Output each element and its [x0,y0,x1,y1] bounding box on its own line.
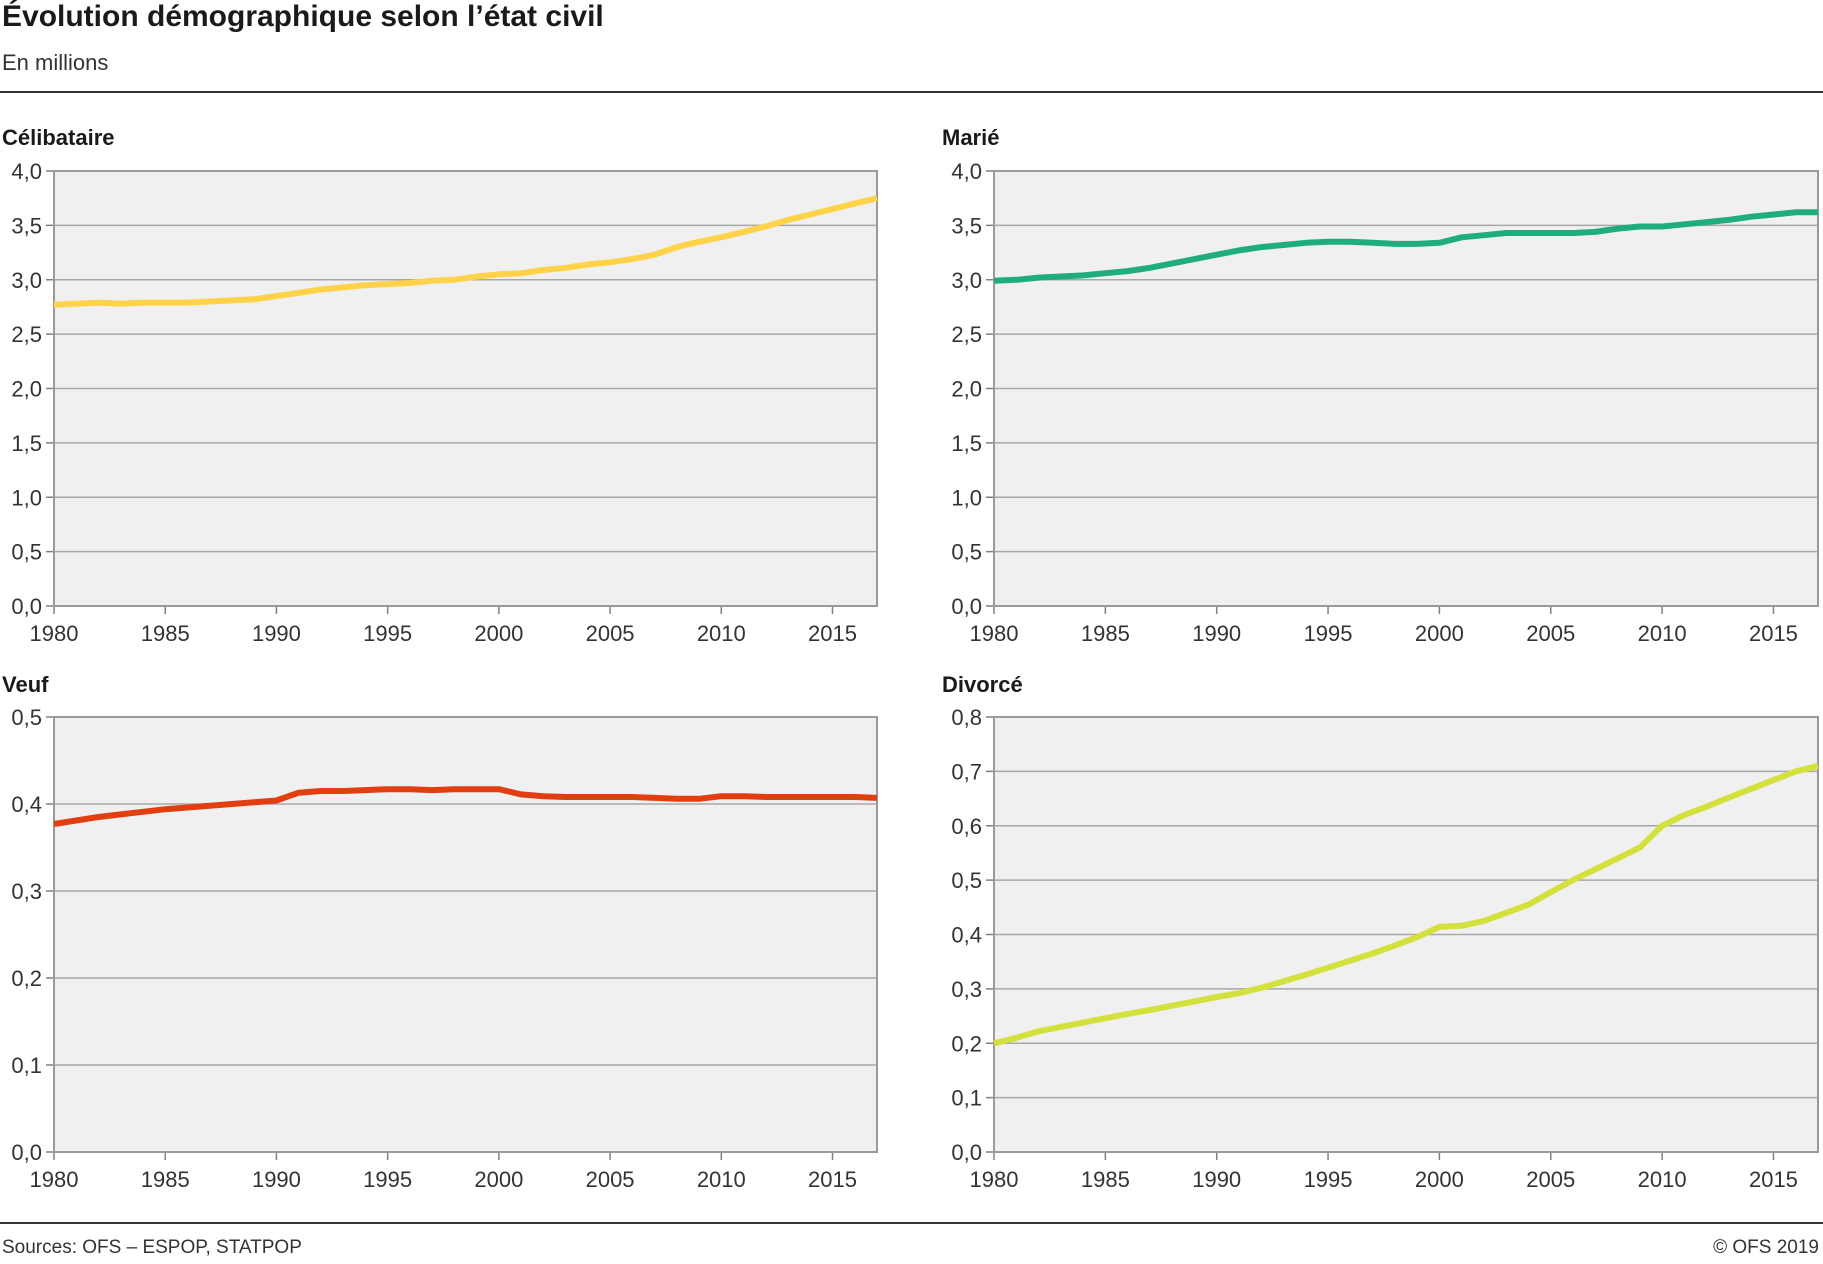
plot-area [54,717,877,1152]
x-tick-label: 1995 [1304,621,1353,646]
panel-1: Célibataire 0,0 0,5 1,0 1,5 2,0 2,5 3,0 3,5 4,0 19… [2,125,878,646]
y-tick-label: 0,1 [951,1086,982,1111]
y-tick-label: 2,0 [951,377,982,402]
y-tick-label: 0,3 [951,977,982,1002]
x-tick-label: 1985 [1081,621,1130,646]
y-tick-label: 0,3 [11,879,42,904]
x-tick-label: 1990 [252,621,301,646]
y-tick-label: 3,5 [11,213,42,238]
y-tick-label: 0,1 [11,1053,42,1078]
panel-title: Veuf [2,672,49,697]
y-tick-label: 0,0 [11,594,42,619]
x-tick-label: 2005 [1526,621,1575,646]
plot-frame [53,170,878,607]
x-tick-label: 2010 [1638,1167,1687,1192]
y-tick-label: 4,0 [11,159,42,184]
series-line [53,786,878,827]
y-tick-label: 0,7 [951,759,982,784]
x-tick-label: 2010 [697,1167,746,1192]
y-tick-label: 0,2 [11,966,42,991]
plot-frame [53,716,878,1153]
y-tick-label: 0,5 [951,540,982,565]
x-tick-label: 1980 [30,621,79,646]
y-tick-label: 1,0 [11,485,42,510]
x-tick-label: 2000 [474,621,523,646]
x-tick-label: 1985 [1081,1167,1130,1192]
y-tick-label: 0,2 [951,1031,982,1056]
y-tick-label: 3,0 [11,268,42,293]
y-tick-label: 0,0 [11,1140,42,1165]
y-tick-label: 3,5 [951,213,982,238]
x-tick-label: 1990 [252,1167,301,1192]
panel-2: Marié 0,0 0,5 1,0 1,5 2,0 2,5 3,0 3,5 4,0 1980 1985… [942,125,1819,646]
panel-4: Divorcé 0,0 0,1 0,2 0,3 0,4 0,5 0,6 0,7 0,8 1980 19… [942,672,1819,1192]
x-tick-label: 2010 [697,621,746,646]
y-tick-label: 0,5 [11,705,42,730]
y-tick-label: 2,0 [11,377,42,402]
y-tick-label: 2,5 [951,322,982,347]
y-tick-label: 0,6 [951,814,982,839]
x-tick-label: 2015 [808,1167,857,1192]
x-tick-label: 2005 [586,1167,635,1192]
x-tick-label: 2010 [1638,621,1687,646]
x-tick-label: 1995 [363,1167,412,1192]
x-tick-label: 2015 [1749,1167,1798,1192]
chart-subtitle: En millions [2,50,109,75]
y-tick-label: 0,4 [11,792,42,817]
x-tick-label: 1980 [970,1167,1019,1192]
y-tick-label: 0,0 [951,594,982,619]
chart-title: Évolution démographique selon l’état civ… [2,0,604,33]
panel-title: Marié [942,125,999,150]
x-tick-label: 1980 [30,1167,79,1192]
x-tick-label: 2005 [586,621,635,646]
y-tick-label: 1,0 [951,485,982,510]
x-tick-label: 1985 [141,1167,190,1192]
x-tick-label: 2000 [1415,1167,1464,1192]
series-line [993,762,1819,1047]
footer-source: Sources: OFS – ESPOP, STATPOP [2,1237,302,1258]
plot-frame [993,716,1819,1153]
panel-title: Divorcé [942,672,1023,697]
x-tick-label: 2000 [1415,621,1464,646]
x-tick-label: 1990 [1192,1167,1241,1192]
footer-copyright: © OFS 2019 [1713,1237,1819,1258]
x-tick-label: 2005 [1526,1167,1575,1192]
footer-divider [0,1222,1823,1224]
y-tick-label: 4,0 [951,159,982,184]
y-tick-label: 1,5 [951,431,982,456]
header-divider [0,91,1823,93]
y-tick-label: 3,0 [951,268,982,293]
y-tick-label: 0,4 [951,923,982,948]
y-tick-label: 2,5 [11,322,42,347]
x-tick-label: 1995 [363,621,412,646]
y-tick-label: 0,5 [951,868,982,893]
x-tick-label: 1990 [1192,621,1241,646]
panel-3: Veuf 0,0 0,1 0,2 0,3 0,4 0,5 1980 1985 1990 1995 20… [2,672,878,1192]
y-tick-label: 0,8 [951,705,982,730]
small-multiples-chart: Célibataire 0,0 0,5 1,0 1,5 2,0 2,5 3,0 3,5 4,0 19… [2,125,1819,1192]
x-tick-label: 1980 [970,621,1019,646]
plot-frame [993,170,1819,607]
y-tick-label: 0,0 [951,1140,982,1165]
panel-title: Célibataire [2,125,115,150]
x-tick-label: 1995 [1304,1167,1353,1192]
y-tick-label: 0,5 [11,540,42,565]
x-tick-label: 1985 [141,621,190,646]
y-tick-label: 1,5 [11,431,42,456]
x-tick-label: 2015 [1749,621,1798,646]
series-line [993,209,1818,284]
series-line [53,195,878,308]
x-tick-label: 2000 [474,1167,523,1192]
x-tick-label: 2015 [808,621,857,646]
